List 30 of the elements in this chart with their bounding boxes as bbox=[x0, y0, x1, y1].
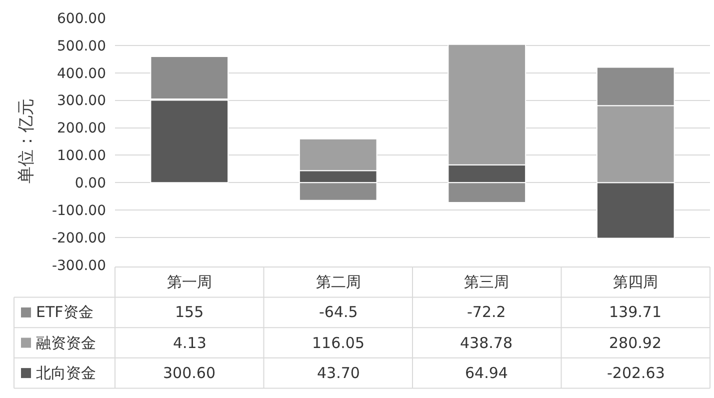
data-label: 438.78 bbox=[460, 334, 512, 352]
y-tick-label: 500.00 bbox=[57, 38, 106, 54]
data-label: 280.92 bbox=[609, 334, 662, 352]
data-label: 43.70 bbox=[317, 364, 360, 382]
x-tick-label: 第三周 bbox=[464, 273, 509, 291]
y-tick-label: 100.00 bbox=[57, 148, 106, 164]
legend-label: ETF资金 bbox=[36, 303, 94, 321]
y-tick-label: -100.00 bbox=[52, 203, 106, 220]
y-tick-label: 0.00 bbox=[74, 176, 106, 192]
x-tick-label: 第二周 bbox=[316, 273, 361, 291]
y-axis-title: 单位：亿元 bbox=[16, 98, 36, 184]
y-tick-label: -300.00 bbox=[52, 258, 106, 274]
data-label: -202.63 bbox=[607, 364, 665, 382]
legend-label: 融资资金 bbox=[36, 334, 96, 352]
legend-label: 北向资金 bbox=[36, 364, 96, 382]
x-tick-label: 第四周 bbox=[613, 273, 658, 291]
data-label: 4.13 bbox=[173, 334, 206, 352]
data-label: 116.05 bbox=[312, 334, 364, 352]
y-tick-label: 600.00 bbox=[57, 10, 106, 27]
y-tick-label: 300.00 bbox=[57, 93, 106, 110]
x-tick-label: 第一周 bbox=[167, 273, 212, 291]
y-tick-label: -200.00 bbox=[52, 230, 106, 246]
y-tick-label: 400.00 bbox=[57, 66, 106, 82]
data-label: -72.2 bbox=[467, 303, 506, 321]
data-label: 155 bbox=[175, 303, 204, 321]
data-label: 64.94 bbox=[465, 364, 508, 382]
data-label: 300.60 bbox=[163, 364, 216, 382]
data-label: -64.5 bbox=[319, 303, 358, 321]
y-tick-label: 200.00 bbox=[57, 120, 106, 137]
data-label: 139.71 bbox=[609, 303, 662, 321]
